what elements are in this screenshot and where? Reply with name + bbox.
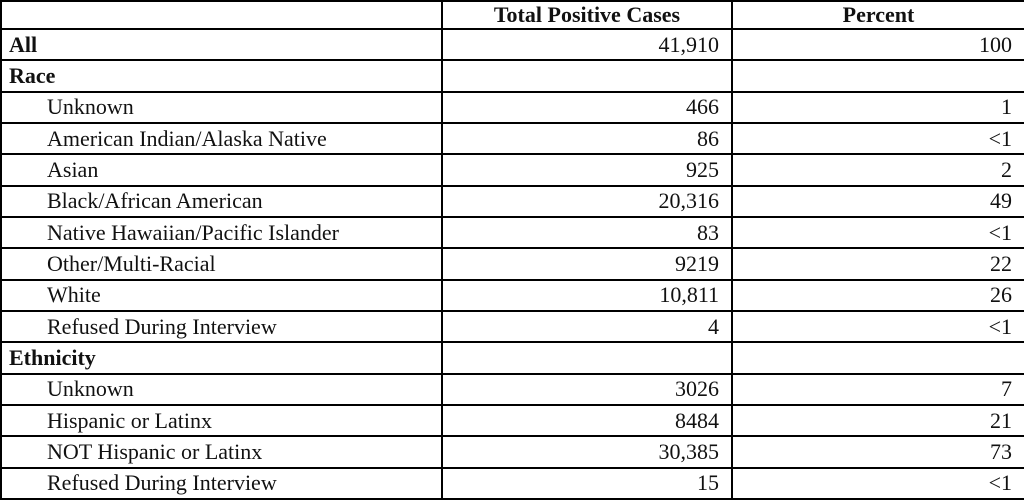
total-positive-cases-cell: 4 (441, 309, 733, 344)
percent-cell: <1 (731, 121, 1024, 156)
table-row: Asian 925 2 (0, 153, 1024, 187)
percent-cell: <1 (731, 466, 1024, 500)
percent-cell: 2 (731, 153, 1024, 187)
table-row: NOT Hispanic or Latinx 30,385 73 (0, 435, 1024, 469)
percent-cell: 21 (731, 403, 1024, 438)
table-row: Unknown 466 1 (0, 90, 1024, 124)
total-positive-cases-cell: 83 (441, 215, 733, 250)
row-label-cell: NOT Hispanic or Latinx (0, 435, 443, 469)
total-positive-cases-cell: 15 (441, 466, 733, 500)
percent-cell: 73 (731, 435, 1024, 469)
total-positive-cases-cell: 41,910 (441, 27, 733, 62)
row-label-cell: Refused During Interview (0, 466, 443, 500)
percent-cell: 1 (731, 90, 1024, 124)
table-row: Native Hawaiian/Pacific Islander 83 <1 (0, 215, 1024, 250)
table-body: All 41,910 100 Race Unknown 466 1 American Indi… (0, 27, 1024, 500)
table-row: Race (0, 59, 1024, 93)
total-positive-cases-cell: 86 (441, 121, 733, 156)
table-row: Unknown 3026 7 (0, 372, 1024, 406)
percent-cell: 100 (731, 27, 1024, 62)
total-positive-cases-cell: 8484 (441, 403, 733, 438)
table-row: Ethnicity (0, 341, 1024, 375)
table-row: American Indian/Alaska Native 86 <1 (0, 121, 1024, 156)
row-label-cell: Black/African American (0, 184, 443, 218)
total-positive-cases-cell: 466 (441, 90, 733, 124)
percent-cell: 49 (731, 184, 1024, 218)
table-row: Other/Multi-Racial 9219 22 (0, 247, 1024, 281)
total-positive-cases-cell: 30,385 (441, 435, 733, 469)
table-row: Refused During Interview 15 <1 (0, 466, 1024, 500)
percent-cell: <1 (731, 309, 1024, 344)
column-header-percent: Percent (731, 0, 1024, 30)
percent-cell (731, 341, 1024, 375)
column-header-total-positive-cases: Total Positive Cases (441, 0, 733, 30)
percent-cell: 26 (731, 278, 1024, 312)
row-label-cell: Native Hawaiian/Pacific Islander (0, 215, 443, 250)
row-label-cell: Race (0, 59, 443, 93)
table-row: Refused During Interview 4 <1 (0, 309, 1024, 344)
row-label-cell: All (0, 27, 443, 62)
row-label-cell: Unknown (0, 90, 443, 124)
percent-cell (731, 59, 1024, 93)
row-label-cell: Ethnicity (0, 341, 443, 375)
row-label-cell: Asian (0, 153, 443, 187)
total-positive-cases-cell: 9219 (441, 247, 733, 281)
table-header-row: Total Positive Cases Percent (0, 0, 1024, 30)
total-positive-cases-cell (441, 59, 733, 93)
percent-cell: 7 (731, 372, 1024, 406)
total-positive-cases-cell: 925 (441, 153, 733, 187)
table-row: Black/African American 20,316 49 (0, 184, 1024, 218)
row-label-cell: Other/Multi-Racial (0, 247, 443, 281)
total-positive-cases-cell: 3026 (441, 372, 733, 406)
table-row: All 41,910 100 (0, 27, 1024, 62)
table-row: White 10,811 26 (0, 278, 1024, 312)
row-label-cell: White (0, 278, 443, 312)
percent-cell: 22 (731, 247, 1024, 281)
row-label-cell: American Indian/Alaska Native (0, 121, 443, 156)
total-positive-cases-cell: 10,811 (441, 278, 733, 312)
row-label-cell: Unknown (0, 372, 443, 406)
percent-cell: <1 (731, 215, 1024, 250)
table-row: Hispanic or Latinx 8484 21 (0, 403, 1024, 438)
column-header-category (0, 0, 443, 30)
total-positive-cases-cell: 20,316 (441, 184, 733, 218)
row-label-cell: Hispanic or Latinx (0, 403, 443, 438)
total-positive-cases-cell (441, 341, 733, 375)
row-label-cell: Refused During Interview (0, 309, 443, 344)
